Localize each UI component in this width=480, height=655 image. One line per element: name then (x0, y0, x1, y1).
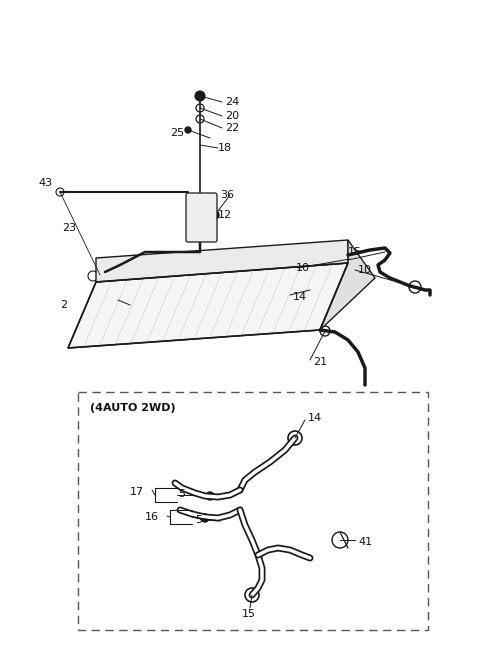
Text: 43: 43 (38, 178, 52, 188)
Text: 15: 15 (348, 247, 362, 257)
Polygon shape (320, 240, 375, 330)
Text: 41: 41 (358, 537, 372, 547)
Text: 25: 25 (170, 128, 184, 138)
FancyBboxPatch shape (186, 193, 217, 242)
Text: 2: 2 (60, 300, 67, 310)
Circle shape (195, 91, 205, 101)
Text: 17: 17 (130, 487, 144, 497)
Text: 16: 16 (145, 512, 159, 522)
Circle shape (211, 211, 219, 219)
Text: 21: 21 (313, 357, 327, 367)
Circle shape (83, 334, 93, 344)
Circle shape (201, 514, 209, 522)
Text: 22: 22 (225, 123, 239, 133)
FancyBboxPatch shape (78, 392, 428, 630)
Circle shape (158, 291, 162, 295)
Text: 18: 18 (218, 143, 232, 153)
Circle shape (185, 127, 191, 133)
Text: 5: 5 (178, 489, 185, 499)
Text: 24: 24 (225, 97, 239, 107)
Polygon shape (68, 263, 348, 348)
Polygon shape (96, 240, 348, 282)
Text: 23: 23 (62, 223, 76, 233)
Text: 14: 14 (293, 292, 307, 302)
Text: 10: 10 (358, 265, 372, 275)
Text: 36: 36 (220, 190, 234, 200)
Text: 20: 20 (225, 111, 239, 121)
Circle shape (300, 317, 310, 327)
Text: 14: 14 (308, 413, 322, 423)
Circle shape (328, 252, 338, 262)
Text: 15: 15 (242, 609, 256, 619)
Text: 5: 5 (195, 515, 202, 525)
Text: (4AUTO 2WD): (4AUTO 2WD) (90, 403, 176, 413)
Text: 10: 10 (296, 263, 310, 273)
Text: 12: 12 (218, 210, 232, 220)
Circle shape (206, 492, 214, 500)
Circle shape (88, 271, 98, 281)
Circle shape (153, 313, 157, 317)
